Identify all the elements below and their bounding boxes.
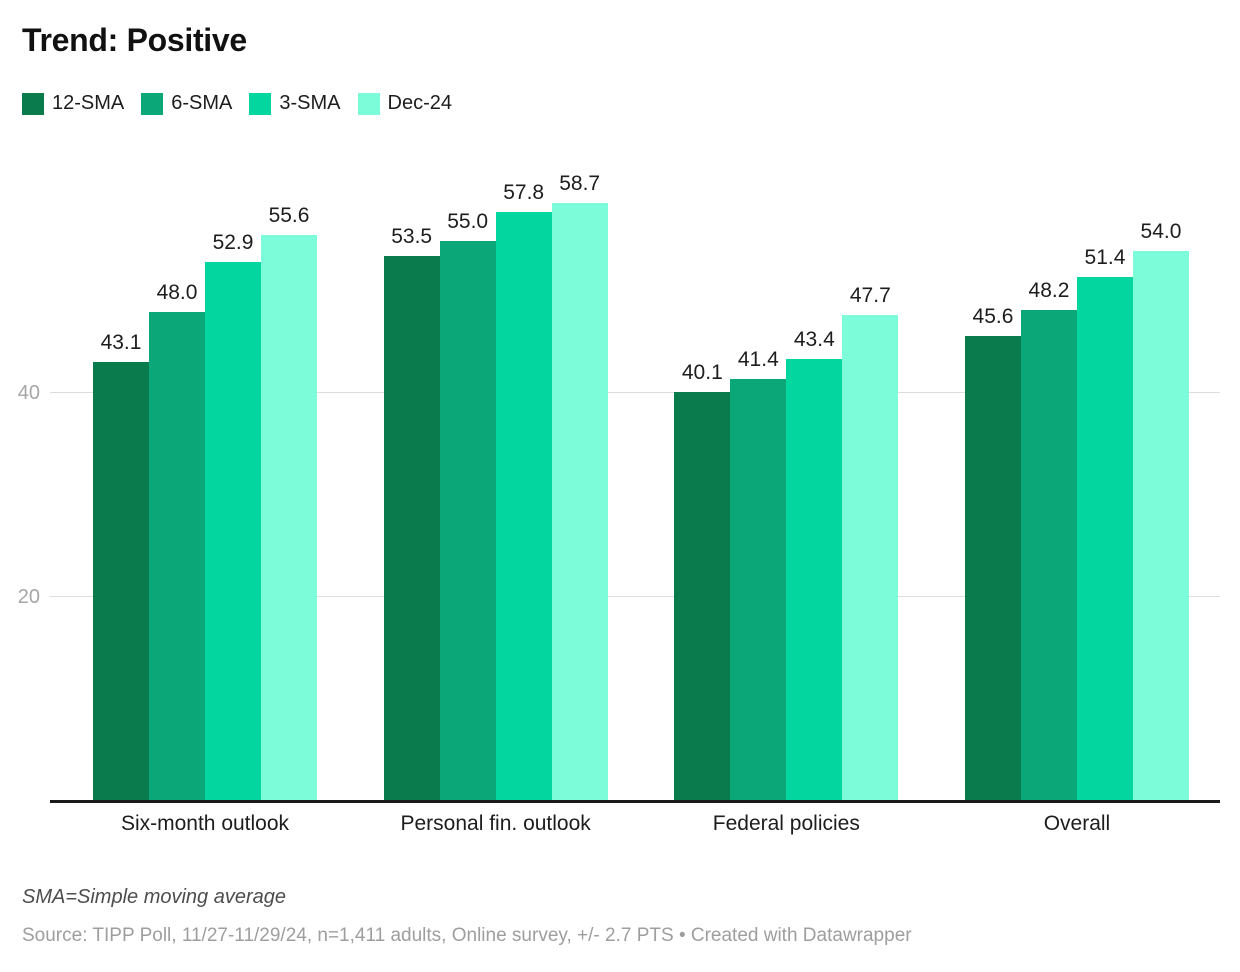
value-label: 58.7 [559,172,601,195]
bar-group: 40.1 41.4 43.4 47.7 [674,284,899,800]
legend-swatch [22,92,44,115]
value-label: 40.1 [681,361,723,384]
value-label: 57.8 [503,181,545,204]
value-label: 43.1 [100,331,142,354]
legend-label: Dec-24 [387,92,452,114]
bar-3-sma: 52.9 [205,231,261,800]
bar-6-sma: 48.0 [149,281,205,800]
chart-title: Trend: Positive [22,22,247,58]
category-label: Federal policies [712,812,860,835]
bar-3-sma: 57.8 [495,181,552,800]
legend-swatch [141,92,164,115]
category-label: Personal fin. outlook [400,812,591,835]
bar-3-sma: 43.4 [786,328,843,800]
gridline [50,596,1220,597]
legend-item: 3-SMA [249,92,341,115]
value-label: 53.5 [391,225,433,248]
legend: 12-SMA 6-SMA 3-SMA Dec-24 [22,92,452,115]
value-label: 45.6 [972,305,1014,328]
value-label: 48.0 [156,281,198,304]
category-label: Six-month outlook [120,812,290,835]
bar-6-sma: 55.0 [439,210,496,800]
plot-area: 20 40 43.1 48.0 52.9 55.6 53.5 55.0 57.8 58.7 40.1… [18,140,1220,803]
value-label: 54.0 [1140,220,1182,243]
bar-groups: 43.1 48.0 52.9 55.6 53.5 55.0 57.8 58.7 40.1 41.4… [50,140,1220,800]
bar-6-sma: 48.2 [1020,279,1077,800]
bar-dec-24: 55.6 [261,204,317,800]
value-label: 52.9 [212,231,254,254]
gridline [50,392,1220,393]
legend-label: 6-SMA [171,92,233,114]
legend-swatch [357,92,380,115]
value-label: 47.7 [849,284,891,307]
value-label: 43.4 [793,328,835,351]
bar-12-sma: 53.5 [383,225,440,800]
bar-dec-24: 58.7 [551,172,608,800]
value-label: 51.4 [1084,246,1126,269]
bar-group: 53.5 55.0 57.8 58.7 [383,172,608,800]
legend-item: 12-SMA [22,92,124,115]
bar-12-sma: 40.1 [674,361,731,800]
bar-dec-24: 54.0 [1132,220,1189,800]
bar-group: 45.6 48.2 51.4 54.0 [964,220,1189,800]
category-label: Overall [1043,812,1111,835]
bar-6-sma: 41.4 [730,348,787,800]
bar-group: 43.1 48.0 52.9 55.6 [93,204,317,800]
bar-3-sma: 51.4 [1076,246,1133,800]
legend-label: 12-SMA [52,92,125,114]
value-label: 41.4 [737,348,779,371]
footnote: SMA=Simple moving average [22,886,287,908]
source-line: Source: TIPP Poll, 11/27-11/29/24, n=1,4… [22,925,912,946]
value-label: 55.0 [447,210,489,233]
value-label: 48.2 [1028,279,1070,302]
category-labels: Six-month outlook Personal fin. outlook Fe… [50,812,1220,836]
bar-12-sma: 43.1 [93,331,149,800]
y-axis-tick-label: 40 [17,382,40,404]
bar-dec-24: 47.7 [842,284,899,800]
legend-item: 6-SMA [141,92,232,115]
y-axis-tick-label: 20 [17,586,40,608]
value-label: 55.6 [268,204,310,227]
legend-swatch [249,92,272,115]
legend-item: Dec-24 [357,92,452,115]
legend-label: 3-SMA [279,92,341,114]
bar-12-sma: 45.6 [964,305,1021,800]
